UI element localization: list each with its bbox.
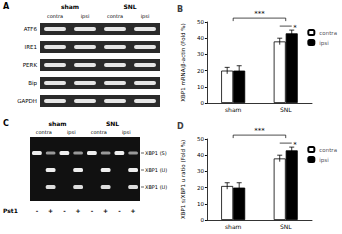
svg-text:SNL: SNL [280,223,292,230]
svg-text:***: *** [254,127,265,135]
svg-text:+: + [76,207,81,214]
svg-text:+: + [103,207,108,214]
svg-text:40: 40 [197,152,204,158]
svg-text:+: + [48,207,53,214]
svg-text:*: * [293,141,297,149]
svg-text:Bip: Bip [28,80,37,87]
svg-text:SNL: SNL [106,120,119,127]
svg-text:contra: contra [91,129,107,135]
svg-text:ipsi: ipsi [319,157,329,164]
svg-text:ipsi: ipsi [67,129,76,136]
svg-text:sham: sham [225,223,242,230]
svg-text:0: 0 [200,217,204,223]
svg-text:contra: contra [319,30,337,36]
svg-text:Pst1: Pst1 [3,207,18,214]
svg-text:20: 20 [197,185,204,191]
svg-text:contra: contra [319,147,337,153]
svg-text:***: *** [254,10,265,18]
svg-text:contra: contra [47,13,63,19]
svg-text:GAPDH: GAPDH [17,98,37,104]
svg-text:XBP1 (S): XBP1 (S) [145,150,167,156]
svg-text:-: - [91,207,94,214]
svg-text:contra: contra [107,13,123,19]
svg-text:+: + [131,207,136,214]
svg-text:50: 50 [197,19,204,25]
svg-text:ipsi: ipsi [319,40,329,47]
svg-text:ipsi: ipsi [122,129,131,136]
svg-text:ipsi: ipsi [81,13,90,20]
svg-text:SNL: SNL [123,3,136,10]
svg-text:10: 10 [197,201,204,207]
svg-text:SNL: SNL [280,106,292,113]
svg-text:sham: sham [225,106,242,113]
svg-text:C: C [3,119,9,128]
svg-text:0: 0 [200,100,204,106]
svg-text:XBP1 (U): XBP1 (U) [145,167,167,173]
svg-text:30: 30 [197,51,204,57]
svg-text:30: 30 [197,168,204,174]
svg-text:-: - [63,207,66,214]
svg-text:A: A [3,2,10,11]
svg-text:PERK: PERK [23,62,38,68]
svg-text:contra: contra [36,129,52,135]
svg-text:-: - [118,207,121,214]
svg-text:ipsi: ipsi [141,13,150,20]
svg-text:sham: sham [48,120,66,127]
svg-text:10: 10 [197,84,204,90]
svg-text:D: D [177,122,184,131]
svg-text:XBP1 mRNA/β-actin (Fold %): XBP1 mRNA/β-actin (Fold %) [180,23,187,101]
svg-text:sham: sham [61,3,79,10]
svg-text:IRE1: IRE1 [25,44,37,50]
svg-text:ATF6: ATF6 [24,26,38,32]
svg-text:*: * [293,24,297,32]
svg-text:B: B [177,5,183,14]
svg-text:-: - [36,207,39,214]
svg-text:20: 20 [197,68,204,74]
svg-text:50: 50 [197,136,204,142]
svg-text:40: 40 [197,35,204,41]
svg-text:XBP1 (U): XBP1 (U) [145,184,167,190]
svg-text:XBP1 s/XBP1 u ratio (Fold %): XBP1 s/XBP1 u ratio (Fold %) [180,140,186,219]
